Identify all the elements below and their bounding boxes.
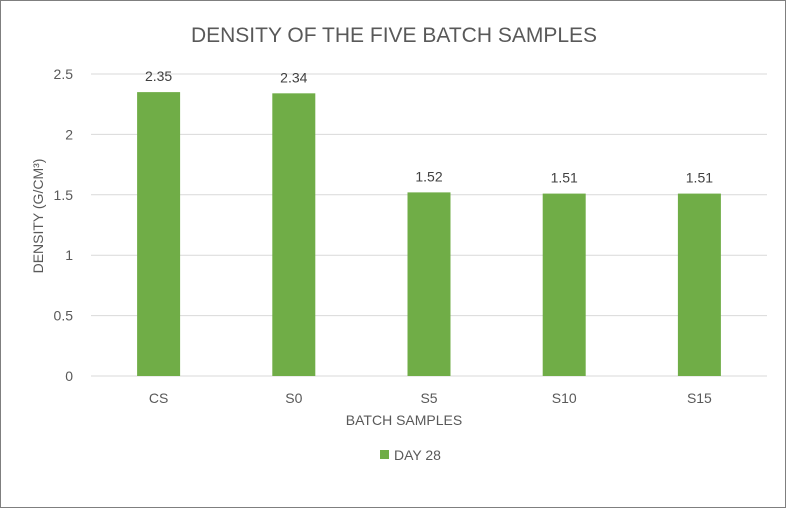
y-tick-label: 1.5: [54, 187, 74, 203]
y-tick-label: 0.5: [54, 308, 74, 324]
bar: [137, 92, 181, 377]
y-tick-label: 0: [65, 368, 73, 384]
y-axis-title: DENSITY (G/CM³): [30, 159, 46, 274]
bar: [272, 93, 316, 376]
y-tick-label: 2.5: [54, 66, 74, 82]
y-tick-label: 2: [65, 126, 73, 142]
data-labels: 2.35 2.34 1.52 1.51 1.51: [145, 68, 713, 185]
x-tick-label: S5: [420, 390, 437, 406]
bar: [542, 193, 586, 376]
y-axis-ticks: 0 0.5 1 1.5 2 2.5: [54, 66, 74, 384]
legend-label: DAY 28: [394, 447, 441, 463]
data-label: 2.35: [145, 68, 172, 84]
data-label: 1.51: [686, 170, 713, 186]
bar: [677, 193, 721, 376]
x-axis-ticks: CS S0 S5 S10 S15: [149, 390, 712, 406]
data-label: 1.52: [415, 168, 442, 184]
x-tick-label: S15: [687, 390, 712, 406]
legend-swatch: [380, 450, 389, 459]
x-tick-label: S10: [552, 390, 577, 406]
data-label: 1.51: [551, 170, 578, 186]
y-tick-label: 1: [65, 247, 73, 263]
bar: [407, 192, 451, 376]
x-axis-title: BATCH SAMPLES: [346, 412, 462, 428]
legend: DAY 28: [380, 447, 441, 463]
x-tick-label: CS: [149, 390, 168, 406]
chart-title: DENSITY OF THE FIVE BATCH SAMPLES: [191, 24, 597, 47]
x-tick-label: S0: [285, 390, 302, 406]
data-label: 2.34: [280, 69, 307, 85]
bars: [137, 92, 721, 377]
